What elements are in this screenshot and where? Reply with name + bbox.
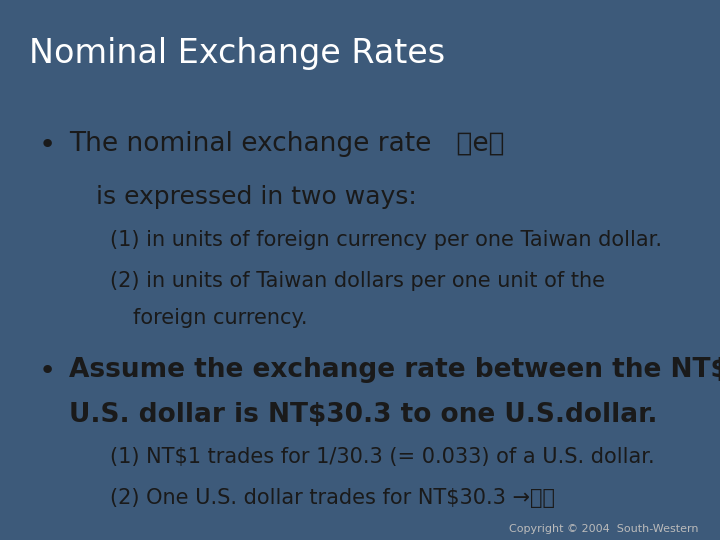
Text: (2) in units of Taiwan dollars per one unit of the: (2) in units of Taiwan dollars per one u… bbox=[109, 271, 605, 291]
Text: •: • bbox=[39, 131, 55, 159]
Text: Copyright © 2004  South-Western: Copyright © 2004 South-Western bbox=[509, 523, 698, 534]
Text: U.S. dollar is NT$30.3 to one U.S.dollar.: U.S. dollar is NT$30.3 to one U.S.dollar… bbox=[69, 402, 657, 428]
Text: Nominal Exchange Rates: Nominal Exchange Rates bbox=[29, 37, 445, 70]
Text: The nominal exchange rate   （e）: The nominal exchange rate （e） bbox=[69, 131, 505, 157]
Text: Assume the exchange rate between the NT$ and: Assume the exchange rate between the NT$… bbox=[69, 357, 720, 383]
Text: foreign currency.: foreign currency. bbox=[133, 308, 307, 328]
Text: •: • bbox=[39, 357, 55, 385]
Text: is expressed in two ways:: is expressed in two ways: bbox=[96, 185, 417, 208]
Text: (1) NT$1 trades for 1/30.3 (= 0.033) of a U.S. dollar.: (1) NT$1 trades for 1/30.3 (= 0.033) of … bbox=[109, 447, 654, 467]
Text: (1) in units of foreign currency per one Taiwan dollar.: (1) in units of foreign currency per one… bbox=[109, 230, 662, 250]
Text: (2) One U.S. dollar trades for NT$30.3 →採用: (2) One U.S. dollar trades for NT$30.3 →… bbox=[109, 488, 554, 508]
